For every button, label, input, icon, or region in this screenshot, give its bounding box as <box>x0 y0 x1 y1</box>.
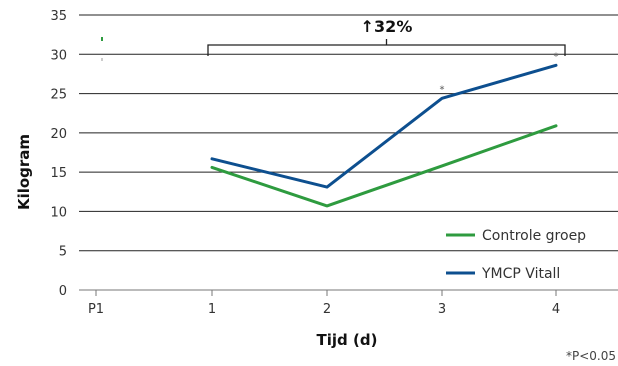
x-tick-label: P1 <box>88 302 104 317</box>
comparison-bracket: ↑32% <box>207 17 566 56</box>
x-tick-label: 4 <box>552 302 560 317</box>
y-tick-label: 35 <box>50 9 67 24</box>
footnote: *P<0.05 <box>566 349 616 363</box>
significance-marks: ** <box>440 51 559 95</box>
bracket-label: ↑32% <box>361 17 413 36</box>
y-axis-ticks: 0 5 10 15 20 25 30 35 <box>50 9 67 299</box>
series-line-controle-groep <box>210 124 558 208</box>
significance-star: * <box>440 84 445 95</box>
y-tick-label: 15 <box>50 166 67 181</box>
y-tick-label: 20 <box>50 127 67 142</box>
x-tick-label: 2 <box>323 302 331 317</box>
x-tick-label: 1 <box>208 302 216 317</box>
legend-label: Controle groep <box>482 228 586 244</box>
x-tick-label: 3 <box>438 302 446 317</box>
y-tick-label: 10 <box>50 205 67 220</box>
significance-star: * <box>554 51 559 62</box>
y-tick-label: 25 <box>50 88 67 103</box>
x-axis-ticks: P1 1 2 3 4 <box>88 290 560 317</box>
legend-label: YMCP Vitall <box>481 266 560 282</box>
x-axis-title: Tijd (d) <box>317 331 378 349</box>
gridlines <box>79 14 618 291</box>
y-tick-label: 30 <box>50 48 67 63</box>
series-line-ymcp-vitall <box>210 63 558 189</box>
y-axis-title: Kilogram <box>15 134 33 210</box>
y-tick-label: 5 <box>59 245 67 260</box>
series-lines <box>210 63 558 208</box>
legend: Controle groep YMCP Vitall <box>446 228 586 282</box>
y-tick-label: 0 <box>59 284 67 299</box>
